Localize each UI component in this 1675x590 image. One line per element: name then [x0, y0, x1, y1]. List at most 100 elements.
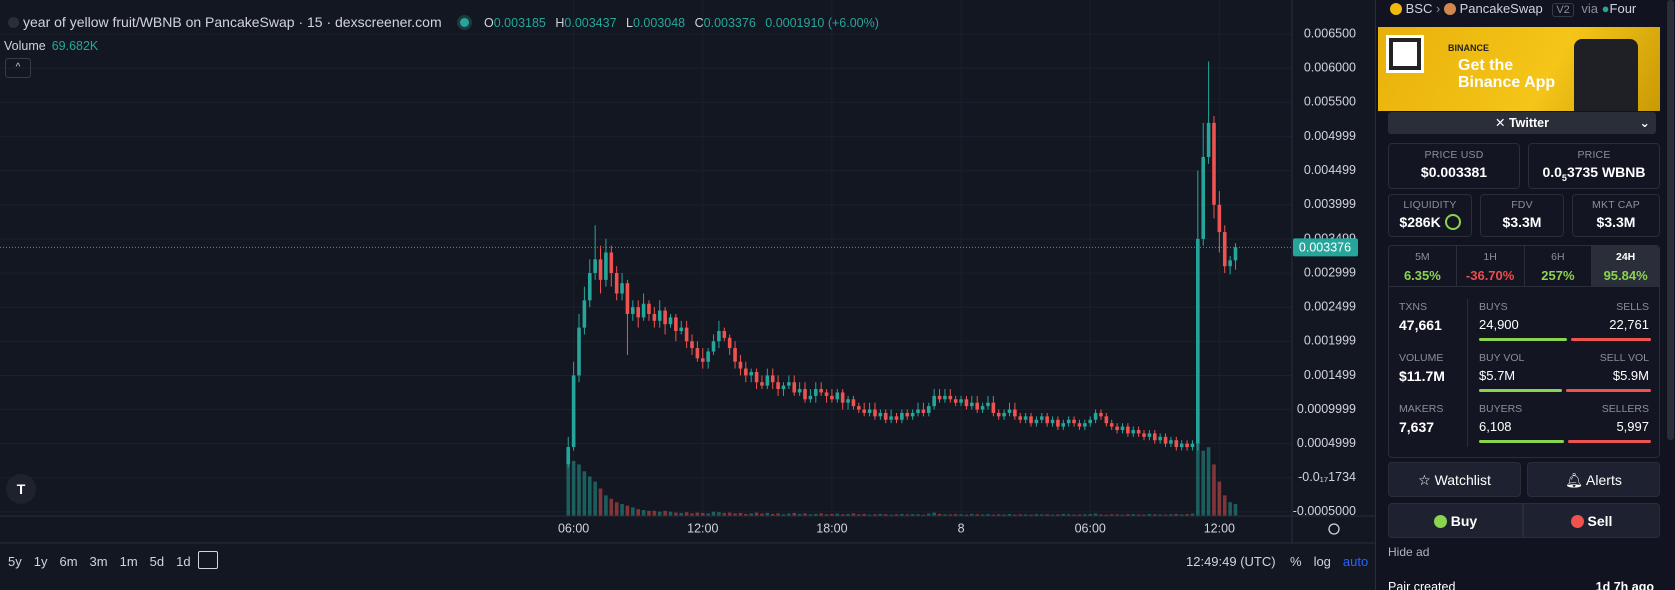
- candle-body: [1126, 426, 1130, 434]
- candle-body: [996, 412, 1001, 417]
- candle-body: [1169, 440, 1173, 444]
- volume-bar: [996, 514, 1001, 516]
- range-button[interactable]: 6m: [59, 554, 78, 569]
- candle-body: [1217, 204, 1222, 233]
- range-button[interactable]: 1m: [119, 554, 138, 569]
- change-tab[interactable]: 5M 6.35%: [1389, 246, 1456, 286]
- change-value: 6.35%: [1403, 268, 1441, 283]
- launchpad[interactable]: Four: [1609, 1, 1637, 16]
- candle-body: [781, 385, 786, 390]
- change-value: 257%: [1541, 268, 1575, 283]
- volume-bar: [641, 509, 646, 516]
- price-axis: [1292, 0, 1375, 590]
- candle-body: [905, 412, 910, 417]
- candle-body: [1050, 419, 1055, 424]
- candle-body: [900, 412, 904, 420]
- alerts-button[interactable]: 🔔︎ Alerts: [1527, 462, 1660, 497]
- label: MAKERS: [1399, 403, 1444, 415]
- volume-bar: [744, 513, 748, 516]
- candle-body: [953, 399, 958, 403]
- price-tag-label: 0.003376: [1299, 241, 1351, 255]
- change-tab[interactable]: 6H 257%: [1523, 246, 1592, 286]
- volume-bar: [943, 514, 947, 516]
- candle-body: [663, 310, 667, 325]
- candle-body: [636, 307, 640, 318]
- volume-bar: [1233, 504, 1238, 516]
- collapse-button[interactable]: ^: [5, 58, 31, 78]
- volume-bar: [587, 476, 592, 516]
- buy[interactable]: Buy: [1450, 513, 1478, 529]
- calendar-icon[interactable]: [198, 551, 218, 569]
- volume-bar: [1088, 514, 1093, 516]
- chain[interactable]: BSC: [1405, 1, 1433, 16]
- candle-body: [803, 389, 807, 400]
- range-button[interactable]: 3m: [89, 554, 108, 569]
- buy-button[interactable]: Buy: [1388, 503, 1523, 538]
- sell[interactable]: Sell: [1587, 513, 1613, 529]
- y-tick-label: 0.006500: [1304, 26, 1356, 40]
- volume-bar: [1179, 514, 1184, 516]
- x-tick-label: 06:00: [1075, 521, 1106, 535]
- volume-bar: [1039, 514, 1044, 516]
- ohlc-close: 0.003376: [703, 16, 756, 30]
- value: 47,661: [1399, 317, 1442, 333]
- candle-body: [733, 348, 737, 362]
- scrollbar[interactable]: [1667, 0, 1674, 440]
- twitter[interactable]: Twitter: [1508, 116, 1549, 130]
- change-tab[interactable]: 24H 95.84%: [1591, 246, 1659, 286]
- label: BUYERS: [1479, 403, 1523, 415]
- scale-options: % log auto: [1290, 554, 1380, 569]
- x-tick-label: 8: [958, 521, 965, 535]
- volume-bar: [1185, 514, 1189, 516]
- value: $3.3M: [1502, 214, 1542, 230]
- scale-option[interactable]: auto: [1342, 554, 1369, 569]
- y-tick-label: 0.0009999: [1297, 402, 1356, 416]
- volume-bar: [1077, 514, 1082, 516]
- volume-bar: [652, 510, 657, 516]
- dex[interactable]: PancakeSwap: [1459, 1, 1543, 16]
- volume-bar: [1034, 514, 1039, 516]
- volume-bar: [1115, 514, 1119, 516]
- watchlist-button[interactable]: ☆ Watchlist: [1388, 462, 1521, 497]
- volume-bar: [889, 514, 893, 516]
- volume-bar: [840, 514, 845, 516]
- sell-button[interactable]: Sell: [1523, 503, 1660, 538]
- candle-body: [916, 409, 920, 413]
- volume-bar: [571, 460, 576, 516]
- candle-body: [598, 259, 603, 280]
- candle-body: [695, 348, 700, 359]
- candle-body: [593, 259, 597, 274]
- range-button[interactable]: 5y: [8, 554, 22, 569]
- hide-ad[interactable]: Hide ad: [1388, 545, 1430, 559]
- change-tab[interactable]: 1H -36.70%: [1455, 246, 1524, 286]
- candle-body: [744, 368, 748, 376]
- range-button[interactable]: 1y: [33, 554, 48, 569]
- volume-bar: [1072, 514, 1076, 516]
- volume-bar: [1093, 513, 1098, 516]
- mkt-cap: MKT CAP $3.3M: [1572, 194, 1660, 237]
- ratio-bar: [1479, 338, 1651, 341]
- volume-bar: [862, 513, 867, 516]
- ratio-bar: [1479, 389, 1651, 392]
- candle-body: [1077, 423, 1082, 427]
- via: via: [1581, 1, 1599, 16]
- candle-body: [571, 375, 576, 448]
- candle-body: [889, 416, 893, 420]
- volume-bar: [986, 514, 990, 516]
- candle-body: [792, 382, 797, 393]
- volume-bar: [1217, 481, 1222, 516]
- scale-option[interactable]: log: [1313, 554, 1331, 569]
- candle-body: [937, 395, 942, 400]
- alerts[interactable]: Alerts: [1586, 472, 1622, 488]
- volume-bar: [1061, 513, 1066, 516]
- volume-bar: [604, 495, 608, 516]
- candle-body: [991, 402, 996, 413]
- watchlist[interactable]: Watchlist: [1434, 472, 1491, 488]
- range-button[interactable]: 1d: [176, 554, 191, 569]
- social-link[interactable]: ✕ Twitter ⌄: [1388, 112, 1656, 134]
- scale-option[interactable]: %: [1290, 554, 1302, 569]
- change-value: -36.70%: [1465, 268, 1515, 283]
- ad-banner[interactable]: BINANCE Get the Binance App: [1378, 27, 1660, 111]
- x-tick-label: 18:00: [816, 521, 847, 535]
- range-button[interactable]: 5d: [149, 554, 165, 569]
